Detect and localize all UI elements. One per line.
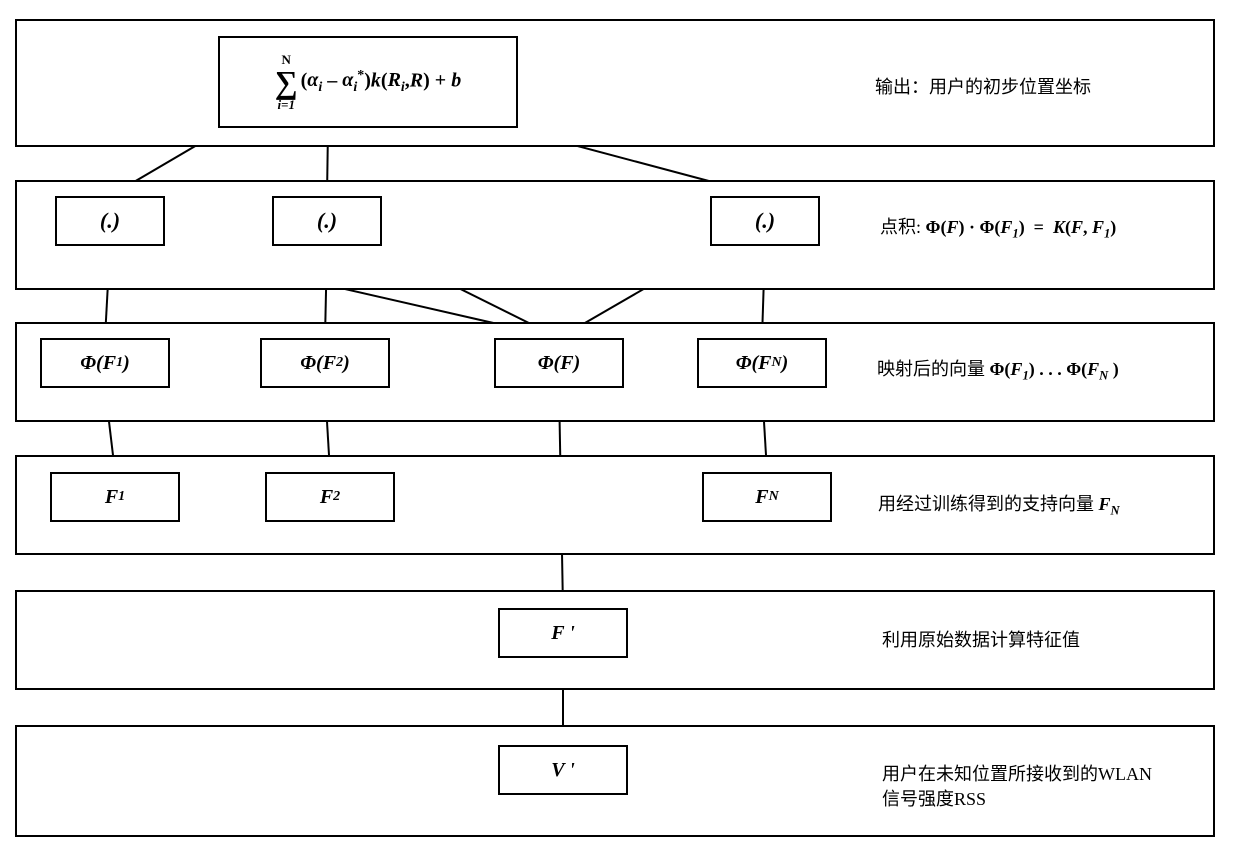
- label-rss: 用户在未知位置所接收到的WLAN: [882, 760, 1152, 786]
- box-phiN: Φ(FN ): [697, 338, 827, 388]
- box-Fprime: F ': [498, 608, 628, 658]
- label-rss2: 信号强度RSS: [882, 785, 986, 811]
- box-F2: F2: [265, 472, 395, 522]
- formula-body: (αi – αi*)k(Ri,R) + b: [301, 68, 462, 97]
- label-feat: 利用原始数据计算特征值: [882, 626, 1080, 652]
- box-output: N∑i=1(αi – αi*)k(Ri,R) + b: [218, 36, 518, 128]
- label-out: 输出：用户的初步位置坐标: [875, 73, 1091, 99]
- sum-lower: i=1: [277, 98, 295, 111]
- box-dot2: (.): [272, 196, 382, 246]
- box-phiF: Φ(F ): [494, 338, 624, 388]
- box-F1: F1: [50, 472, 180, 522]
- label-phi: 映射后的向量 Φ(F1) . . . Φ(FN ): [877, 355, 1119, 384]
- label-sv: 用经过训练得到的支持向量 FN: [878, 490, 1120, 519]
- box-dot3: (.): [710, 196, 820, 246]
- box-phi2: Φ(F2): [260, 338, 390, 388]
- box-Vprime: V ': [498, 745, 628, 795]
- label-dot: 点积: Φ(F) · Φ(F1) = K(F, F1): [880, 213, 1116, 242]
- box-phi1: Φ(F1): [40, 338, 170, 388]
- box-FN: FN: [702, 472, 832, 522]
- sigma-icon: ∑: [275, 66, 298, 98]
- box-dot1: (.): [55, 196, 165, 246]
- output-formula: N∑i=1(αi – αi*)k(Ri,R) + b: [275, 53, 461, 111]
